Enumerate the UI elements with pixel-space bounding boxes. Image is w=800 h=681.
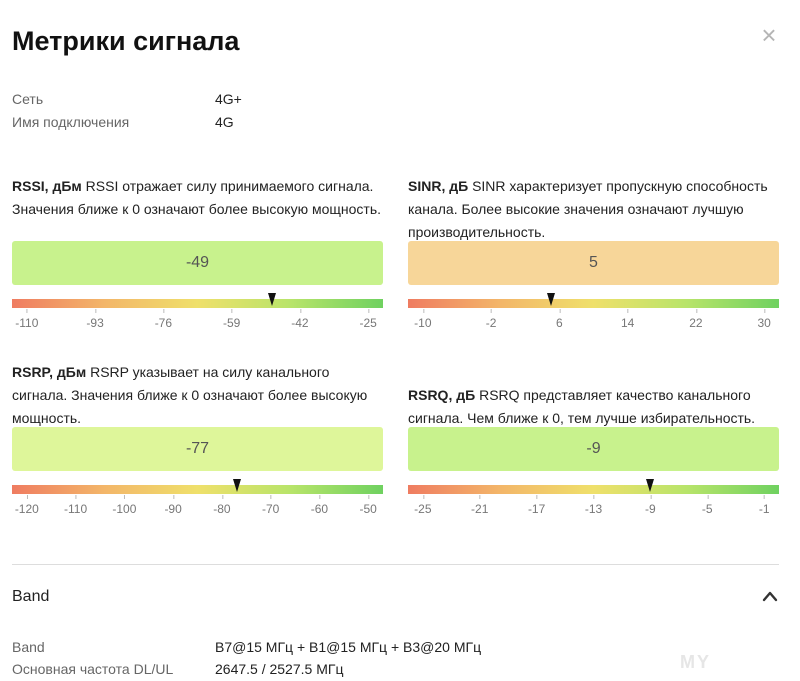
scale-tick-label: -59 bbox=[223, 309, 240, 330]
page-title: Метрики сигнала bbox=[12, 26, 240, 56]
scale-marker-icon bbox=[267, 293, 276, 306]
info-key: Сеть bbox=[12, 91, 44, 107]
scale-tick-label: -60 bbox=[311, 495, 328, 516]
scale-tick-label: -100 bbox=[112, 495, 136, 516]
metric-value: -77 bbox=[185, 440, 210, 457]
metric-scale: -110 -93 -76 -59 -42 -25 bbox=[12, 293, 383, 330]
metric-label: SINR, дБ bbox=[408, 178, 469, 194]
metric-desc-text: RSRQ представляет качество канального си… bbox=[408, 387, 756, 426]
metric-value-box: 5 bbox=[408, 241, 779, 285]
metric-label: RSRP, дБм bbox=[12, 364, 87, 380]
metric-value: 5 bbox=[589, 254, 598, 271]
scale-tick-label: -80 bbox=[213, 495, 231, 516]
scale-tick-label: -2 bbox=[486, 309, 496, 330]
scale-tick-label: -10 bbox=[414, 309, 432, 330]
close-icon[interactable]: × bbox=[761, 20, 777, 50]
metric-label: RSSI, дБм bbox=[12, 178, 82, 194]
band-value: 2647.5 / 2527.5 МГц bbox=[215, 661, 344, 677]
section-divider bbox=[12, 564, 779, 565]
metric-value-box: -49 bbox=[12, 241, 383, 285]
metric-rsrq: RSRQ, дБ RSRQ представляет качество кана… bbox=[408, 384, 779, 516]
scale-marker-icon bbox=[546, 293, 555, 306]
chevron-up-icon[interactable] bbox=[762, 590, 778, 602]
info-value: 4G bbox=[215, 114, 234, 130]
scale-tick-label: -42 bbox=[291, 309, 309, 330]
metric-scale: -120 -110 -100 -90 -80 -70 -60 -50 bbox=[12, 479, 383, 516]
scale-tick-label: -25 bbox=[359, 309, 377, 330]
metric-value-box: -9 bbox=[408, 427, 779, 471]
info-value: 4G+ bbox=[215, 91, 242, 107]
scale-tick-label: -70 bbox=[262, 495, 279, 516]
band-key: Band bbox=[12, 639, 45, 655]
scale-tick-label: -1 bbox=[759, 495, 769, 516]
metric-value-box: -77 bbox=[12, 427, 383, 471]
scale-tick-label: -13 bbox=[585, 495, 602, 516]
scale-tick-label: -110 bbox=[64, 495, 87, 516]
metric-label: RSRQ, дБ bbox=[408, 387, 476, 403]
scale-ticks: -10 -2 6 14 22 30 bbox=[408, 309, 779, 330]
scale-gradient-bar bbox=[12, 485, 383, 494]
scale-ticks: -110 -93 -76 -59 -42 -25 bbox=[12, 309, 383, 330]
metric-description: RSSI, дБм RSSI отражает силу принимаемог… bbox=[12, 175, 383, 241]
scale-tick-label: -50 bbox=[359, 495, 377, 516]
metric-description: SINR, дБ SINR характеризует пропускную с… bbox=[408, 175, 779, 241]
scale-tick-label: -21 bbox=[471, 495, 488, 516]
scale-tick-label: 30 bbox=[757, 309, 771, 330]
metric-scale: -25 -21 -17 -13 -9 -5 -1 bbox=[408, 479, 779, 516]
scale-tick-label: -25 bbox=[414, 495, 432, 516]
scale-gradient-bar bbox=[12, 299, 383, 308]
scale-tick-label: -5 bbox=[702, 495, 713, 516]
metric-desc-text: RSRP указывает на силу канального сигнал… bbox=[12, 364, 368, 426]
band-value: B7@15 МГц + B1@15 МГц + B3@20 МГц bbox=[215, 639, 482, 655]
metric-value: -49 bbox=[185, 254, 210, 271]
metric-description: RSRQ, дБ RSRQ представляет качество кана… bbox=[408, 384, 779, 427]
scale-tick-label: -110 bbox=[15, 309, 38, 330]
metric-value: -9 bbox=[586, 440, 601, 457]
metric-sinr: SINR, дБ SINR характеризует пропускную с… bbox=[408, 175, 779, 330]
metric-description: RSRP, дБм RSRP указывает на силу канальн… bbox=[12, 361, 383, 427]
scale-gradient-bar bbox=[408, 485, 779, 494]
scale-marker-icon bbox=[646, 479, 655, 492]
scale-tick-label: -93 bbox=[86, 309, 104, 330]
watermark-logo: MY bbox=[680, 652, 711, 672]
scale-tick-label: -17 bbox=[528, 495, 545, 516]
metric-rssi: RSSI, дБм RSSI отражает силу принимаемог… bbox=[12, 175, 383, 330]
scale-tick-label: 6 bbox=[556, 309, 563, 330]
scale-tick-label: 14 bbox=[621, 309, 634, 330]
metric-desc-text: RSSI отражает силу принимаемого сигнала.… bbox=[12, 178, 381, 217]
metric-rsrp: RSRP, дБм RSRP указывает на силу канальн… bbox=[12, 361, 383, 516]
scale-tick-label: -120 bbox=[15, 495, 39, 516]
scale-ticks: -120 -110 -100 -90 -80 -70 -60 -50 bbox=[12, 495, 383, 516]
scale-tick-label: -90 bbox=[164, 495, 182, 516]
scale-tick-label: 22 bbox=[689, 309, 703, 330]
metric-scale: -10 -2 6 14 22 30 bbox=[408, 293, 779, 330]
band-key: Основная частота DL/UL bbox=[12, 661, 174, 677]
band-section-header[interactable]: Band bbox=[12, 588, 50, 605]
scale-tick-label: -76 bbox=[155, 309, 172, 330]
metric-desc-text: SINR характеризует пропускную способност… bbox=[408, 178, 768, 240]
scale-ticks: -25 -21 -17 -13 -9 -5 -1 bbox=[408, 495, 779, 516]
scale-gradient-bar bbox=[408, 299, 779, 308]
scale-tick-label: -9 bbox=[645, 495, 656, 516]
scale-marker-icon bbox=[232, 479, 241, 492]
info-key: Имя подключения bbox=[12, 114, 130, 130]
